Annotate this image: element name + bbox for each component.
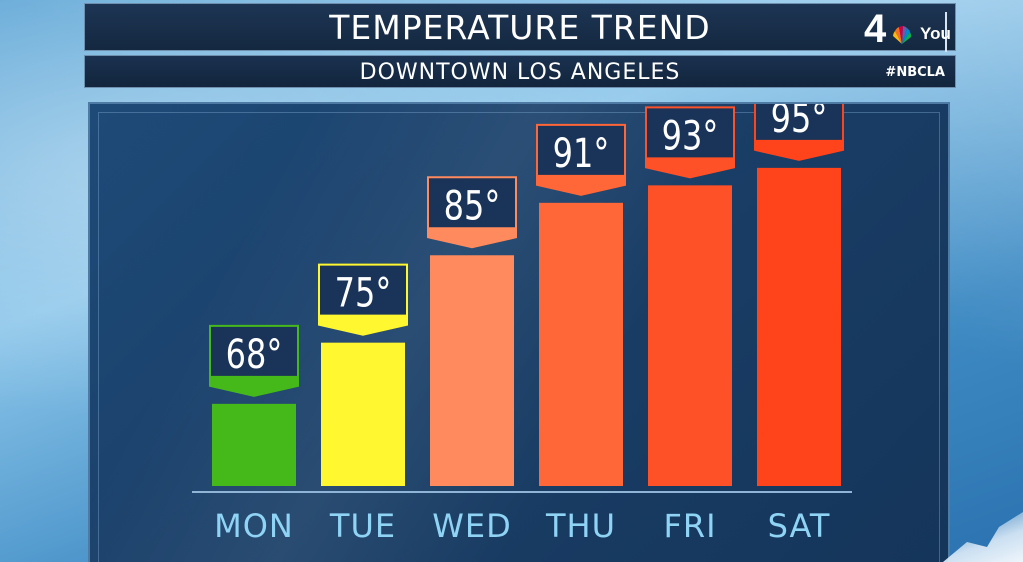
value-label-tue: 75° [335, 269, 392, 316]
value-label-fri: 93° [662, 112, 719, 159]
value-label-mon: 68° [226, 330, 283, 377]
day-label-fri: FRI [663, 507, 716, 545]
temperature-bar-chart: 68° 75° 85° 91° 93° 95° MON TUE WED THU FRI SAT [192, 104, 852, 545]
day-label-wed: WED [432, 507, 512, 545]
title-bar: TEMPERATURE TREND [84, 3, 956, 52]
value-label-sat: 95° [771, 104, 828, 142]
bars-group: 68° 75° 85° 91° 93° 95° [209, 104, 844, 486]
chart-panel: 68° 75° 85° 91° 93° 95° MON TUE WED THU FRI SAT [88, 102, 950, 562]
panel-inner-frame [98, 112, 940, 562]
callout-pointer-mon [210, 375, 298, 396]
value-label-wed: 85° [444, 182, 501, 229]
callout-pointer-sat [755, 139, 843, 160]
hashtag: #NBCLA [885, 65, 945, 80]
chart-subtitle: DOWNTOWN LOS ANGELES [359, 60, 681, 85]
logo-word: You [920, 24, 951, 43]
nbc4-you-logo: 4 You [864, 7, 951, 50]
logo-number: 4 [864, 7, 887, 50]
logo-divider [945, 12, 947, 52]
bar-wed [430, 255, 514, 486]
callout-pointer-fri [646, 157, 734, 178]
callout-pointer-tue [319, 314, 407, 335]
bar-sat [757, 167, 841, 486]
day-label-mon: MON [214, 507, 294, 545]
chart-title: TEMPERATURE TREND [329, 8, 711, 47]
callout-pointer-thu [537, 174, 625, 195]
day-label-thu: THU [545, 507, 616, 545]
day-labels-group: MON TUE WED THU FRI SAT [214, 507, 831, 545]
peacock-icon [893, 26, 912, 44]
bar-mon [212, 403, 296, 486]
subtitle-bar: DOWNTOWN LOS ANGELES #NBCLA [84, 55, 956, 88]
bar-tue [321, 342, 405, 486]
day-label-sat: SAT [768, 507, 831, 545]
bar-fri [648, 185, 732, 486]
bar-thu [539, 202, 623, 486]
value-label-thu: 91° [553, 129, 610, 176]
callout-pointer-wed [428, 227, 516, 248]
day-label-tue: TUE [329, 507, 396, 545]
